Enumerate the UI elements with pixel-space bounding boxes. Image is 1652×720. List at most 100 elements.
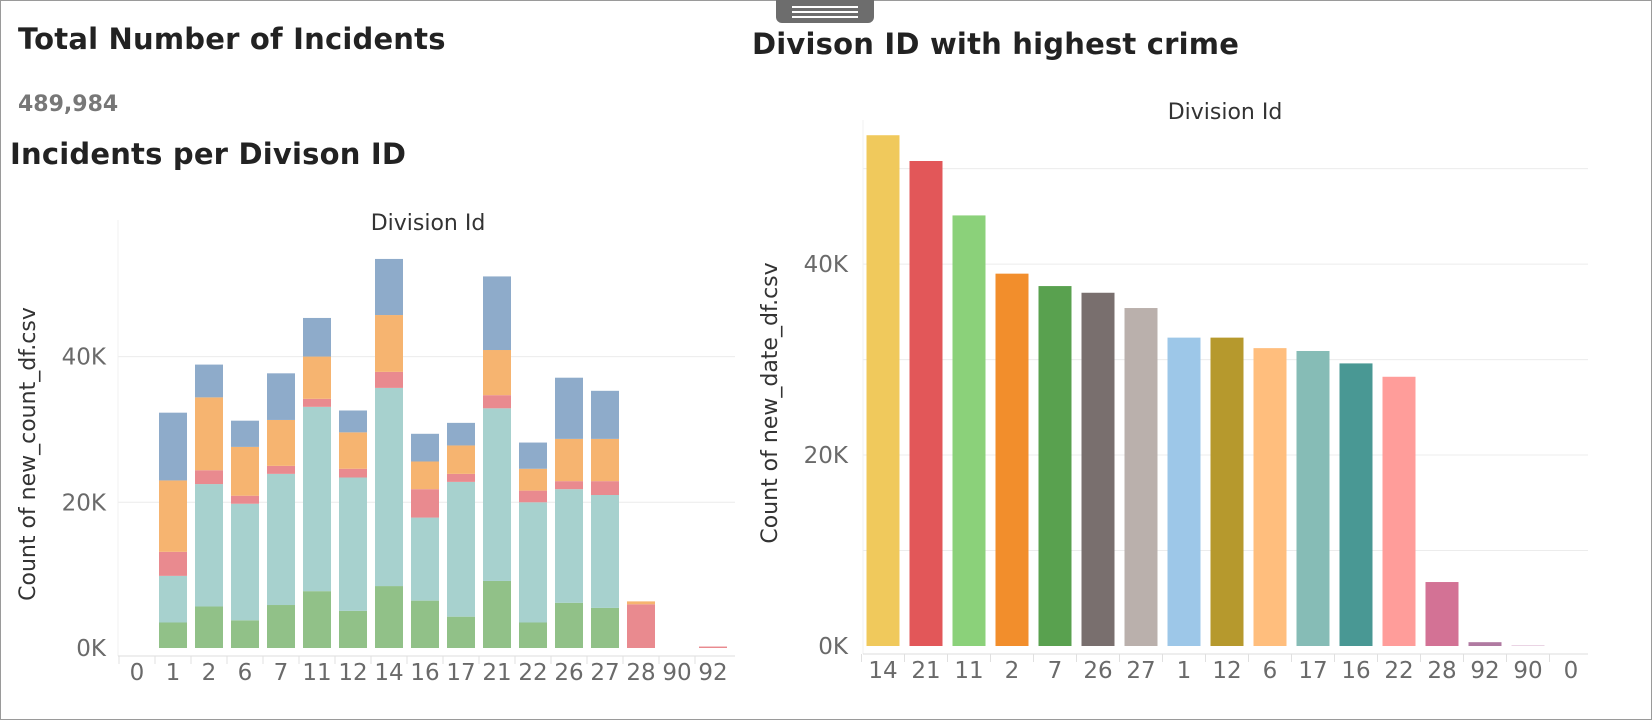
x-tick-label: 26 [554,660,583,686]
bar-segment-21-series-pink [483,395,511,409]
bar-21 [909,161,943,646]
kpi-title: Total Number of Incidents [18,22,446,56]
bar-segment-16-series-pink [411,489,439,518]
bar-segment-14-series-pink [375,371,403,388]
column-header: Division Id [1168,100,1283,125]
bar-17 [1296,350,1330,646]
bar-segment-16-series-orange [411,461,439,490]
bar-segment-14-series-green [375,586,403,648]
bar-26 [1081,292,1115,646]
x-tick-label: 0 [1564,658,1579,684]
bar-segment-21-series-teal [483,408,511,581]
bar-segment-27-series-blue [591,390,619,439]
bar-segment-6-series-pink [231,495,259,504]
bar-segment-14-series-orange [375,315,403,372]
bar-segment-2-series-green [195,606,223,648]
bar-segment-26-series-orange [555,438,583,482]
x-tick-label: 12 [338,660,367,686]
x-tick-label: 21 [911,658,940,684]
bar-segment-22-series-teal [519,502,547,623]
x-tick-label: 22 [1384,658,1413,684]
x-tick-label: 90 [1513,658,1542,684]
bar-segment-17-series-green [447,616,475,648]
bar-segment-12-series-green [339,610,367,648]
bar-segment-26-series-pink [555,481,583,490]
x-tick-label: 26 [1083,658,1112,684]
bar-segment-2-series-pink [195,470,223,485]
bar-segment-17-series-blue [447,422,475,446]
column-header: Division Id [371,211,486,236]
y-tick-label: 20K [62,490,107,516]
x-tick-label: 16 [410,660,439,686]
bar-segment-22-series-green [519,622,547,648]
x-tick-label: 11 [302,660,331,686]
x-tick-label: 27 [1126,658,1155,684]
bar-segment-12-series-teal [339,477,367,611]
x-tick-label: 92 [698,660,727,686]
bar-11 [952,215,986,646]
bar-segment-6-series-teal [231,503,259,621]
y-axis-label: Count of new_count_df.csv [16,307,41,601]
x-tick-label: 0 [130,660,145,686]
bar-segment-14-series-blue [375,258,403,316]
bar-segment-1-series-green [159,622,187,648]
bar-segment-26-series-green [555,602,583,648]
bar-segment-17-series-pink [447,473,475,482]
bar-segment-12-series-blue [339,410,367,433]
bar-segment-12-series-orange [339,432,367,469]
bar-12 [1210,337,1244,646]
x-tick-label: 7 [1048,658,1063,684]
bar-22 [1382,376,1416,646]
x-tick-label: 28 [1427,658,1456,684]
chart2-title: Divison ID with highest crime [752,27,1240,61]
bar-segment-11-series-pink [303,398,331,407]
bar-segment-27-series-orange [591,438,619,482]
x-tick-label: 11 [954,658,983,684]
x-tick-label: 2 [202,660,217,686]
bar-segment-7-series-teal [267,473,295,606]
bar-6 [1253,348,1287,646]
x-tick-label: 16 [1341,658,1370,684]
bar-segment-11-series-teal [303,406,331,592]
x-tick-label: 22 [518,660,547,686]
bar-segment-21-series-green [483,580,511,648]
bar-segment-7-series-orange [267,419,295,466]
bar-segment-22-series-pink [519,490,547,503]
x-tick-label: 90 [662,660,691,686]
bar-segment-2-series-blue [195,364,223,398]
x-tick-label: 14 [868,658,897,684]
x-tick-label: 17 [1298,658,1327,684]
bar-segment-26-series-blue [555,377,583,439]
bar-segment-16-series-green [411,600,439,648]
bar-segment-16-series-teal [411,517,439,601]
x-tick-label: 21 [482,660,511,686]
bar-segment-7-series-green [267,605,295,648]
bar-segment-12-series-pink [339,468,367,478]
bar-segment-2-series-teal [195,484,223,607]
highest-crime-division-chart: Division Id Count of new_date_df.csv 0K 20K… [760,100,1588,684]
drag-handle-icon[interactable] [776,0,874,23]
x-tick-label: 6 [1263,658,1278,684]
bar-segment-27-series-pink [591,481,619,495]
bar-segment-11-series-blue [303,317,331,357]
x-tick-label: 7 [274,660,289,686]
bar-segment-6-series-blue [231,420,259,447]
bar-segment-21-series-orange [483,350,511,396]
x-tick-label: 27 [590,660,619,686]
y-axis-label: Count of new_date_df.csv [760,262,783,543]
bar-segment-28-series-pink [627,604,655,648]
x-tick-label: 2 [1005,658,1020,684]
bar-segment-26-series-teal [555,489,583,603]
bar-segment-1-series-blue [159,412,187,481]
chart1-title: Incidents per Divison ID [10,137,407,171]
bar-segment-27-series-teal [591,495,619,608]
x-tick-label: 1 [1177,658,1192,684]
bar-segment-6-series-orange [231,446,259,496]
x-tick-label: 6 [238,660,253,686]
bar-28 [1425,582,1459,646]
bar-segment-2-series-orange [195,397,223,471]
bar-segment-17-series-teal [447,481,475,617]
y-tick-label: 20K [804,443,849,469]
bar-segment-27-series-green [591,607,619,648]
bar-segment-7-series-blue [267,373,295,420]
